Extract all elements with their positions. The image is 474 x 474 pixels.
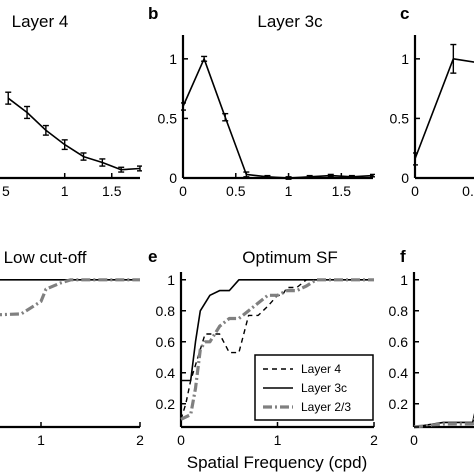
legend-label: Layer 3c — [301, 381, 347, 395]
panel-d: Low cut-off 1 2 — [0, 248, 144, 448]
panel-title: Optimum SF — [242, 248, 337, 267]
x-tick-label: 1 — [61, 183, 69, 199]
y-tick-label: 0.5 — [158, 110, 178, 126]
panel-letter: e — [148, 247, 157, 266]
panel-title: Low cut-off — [4, 248, 87, 267]
series-line-0 — [413, 412, 474, 428]
series-line-0 — [182, 57, 374, 179]
y-tick-label: 0.4 — [389, 365, 409, 381]
plot-area — [180, 278, 374, 421]
y-tick-label: 1 — [169, 51, 177, 67]
panel-c: c 0 0. 0 0.5 1 — [390, 4, 474, 199]
y-tick-label: 0.8 — [389, 303, 409, 319]
y-tick-label: 0.6 — [156, 334, 176, 350]
x-tick-label: 1 — [37, 432, 45, 448]
plot-area — [413, 43, 474, 166]
x-tick-label: 0 — [410, 432, 418, 448]
y-tick-label: 0 — [401, 170, 409, 186]
legend-label: Layer 2/3 — [301, 400, 351, 414]
series-line-layer-3c — [181, 278, 374, 382]
y-tick-label: 1 — [400, 272, 408, 288]
x-tick-label: 1.5 — [102, 183, 122, 199]
panel-a: Layer 4 5 1 1.5 — [0, 12, 142, 199]
series-line-1 — [413, 416, 474, 429]
x-tick-label: 5 — [2, 183, 10, 199]
y-tick-label: 1 — [401, 51, 409, 67]
plot-area — [413, 412, 474, 429]
x-tick-label: 0. — [462, 183, 474, 199]
plot-area — [0, 278, 140, 317]
legend: Layer 4 Layer 3c Layer 2/3 — [254, 354, 374, 421]
y-tick-label: 0.5 — [390, 110, 410, 126]
y-tick-label: 0.2 — [389, 396, 409, 412]
x-tick-label: 0 — [411, 183, 419, 199]
series-line-layer-2-3 — [180, 278, 374, 421]
y-tick-label: 0.2 — [156, 396, 176, 412]
y-tick-label: 0.8 — [156, 303, 176, 319]
y-tick-label: 0.4 — [156, 365, 176, 381]
series-line-0 — [414, 57, 474, 160]
panel-f: f 0 0.2 0.4 0.6 0.8 1 — [389, 247, 474, 448]
legend-label: Layer 4 — [301, 362, 341, 376]
legend-box — [254, 354, 374, 421]
x-tick-label: 1 — [285, 183, 293, 199]
x-axis-label: Spatial Frequency (cpd) — [187, 453, 367, 472]
series-line-2 — [414, 424, 474, 428]
x-tick-label: 0.5 — [226, 183, 246, 199]
panel-letter: c — [400, 4, 409, 23]
x-tick-label: 1 — [274, 432, 282, 448]
y-tick-label: 1 — [167, 272, 175, 288]
plot-area — [5, 91, 142, 173]
series-line-1 — [0, 278, 140, 317]
x-tick-label: 1.5 — [332, 183, 352, 199]
panel-b: Layer 3c b 0 0.5 1 1.5 0 0.5 1 — [148, 4, 375, 199]
panel-title: Layer 4 — [12, 12, 69, 31]
panel-letter: f — [400, 247, 406, 266]
series-line-0 — [7, 97, 141, 171]
y-tick-label: 0 — [169, 170, 177, 186]
x-tick-label: 2 — [370, 432, 378, 448]
plot-area — [181, 55, 375, 180]
panel-title: Layer 3c — [257, 12, 323, 31]
y-tick-label: 0.6 — [389, 334, 409, 350]
x-tick-label: 0 — [177, 432, 185, 448]
x-tick-label: 2 — [136, 432, 144, 448]
x-tick-label: 0 — [179, 183, 187, 199]
panel-letter: b — [148, 4, 158, 23]
